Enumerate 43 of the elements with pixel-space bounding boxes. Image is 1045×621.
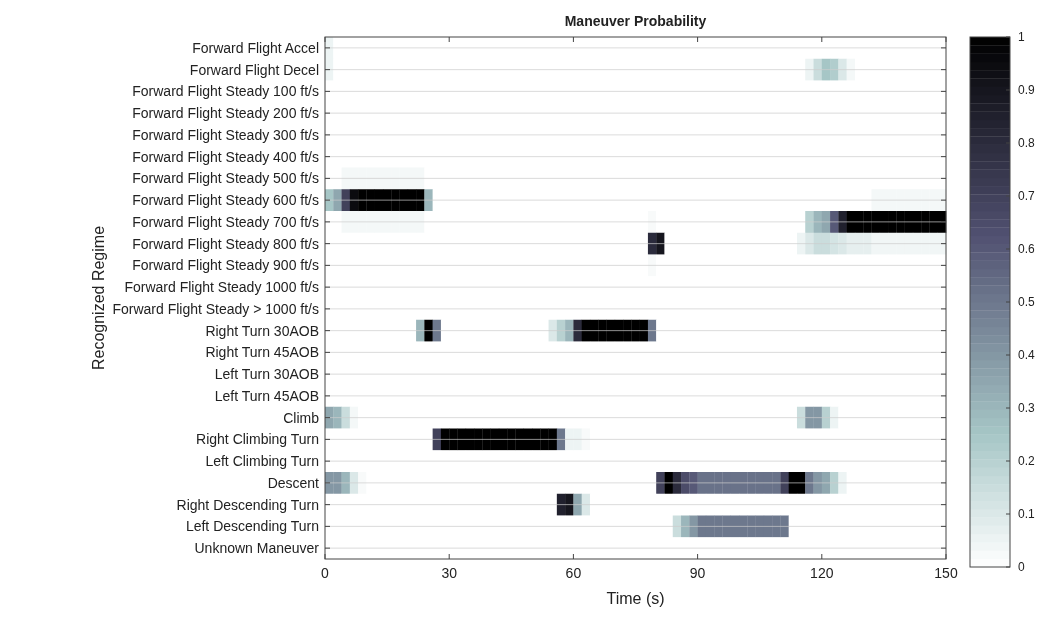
y-tick-label: Left Turn 30AOB (214, 366, 319, 383)
color-bar-label: 0.6 (1018, 242, 1036, 257)
y-tick-label: Forward Flight Steady 100 ft/s (132, 83, 319, 100)
color-bar-label: 0.7 (1018, 189, 1036, 204)
color-bar-label: 0.5 (1018, 295, 1036, 310)
y-tick-label: Forward Flight Steady 700 ft/s (132, 213, 319, 230)
y-tick-label: Forward Flight Steady > 1000 ft/s (112, 300, 319, 317)
color-bar-label: 1 (1018, 30, 1025, 45)
chart-title: Maneuver Probability (564, 13, 707, 29)
y-tick-label: Forward Flight Steady 500 ft/s (132, 170, 319, 187)
x-tick-label: 30 (441, 565, 458, 581)
color-bar-label: 0.3 (1018, 401, 1036, 416)
x-tick-label: 60 (565, 565, 582, 581)
color-bar-label: 0.2 (1018, 454, 1036, 469)
y-tick-label: Forward Flight Steady 800 ft/s (132, 235, 319, 252)
x-axis-title: Time (s) (606, 590, 665, 607)
y-tick-label: Right Descending Turn (176, 496, 319, 513)
y-tick-label: Forward Flight Decel (189, 61, 319, 78)
y-axis-title: Recognized Regime (90, 225, 107, 371)
y-tick-label: Right Turn 45AOB (205, 344, 319, 361)
x-tick-label: 150 (934, 565, 958, 581)
y-tick-label: Left Climbing Turn (205, 453, 319, 470)
color-bar-label: 0.9 (1018, 83, 1036, 98)
y-tick-label: Left Descending Turn (185, 518, 319, 535)
y-tick-label: Forward Flight Steady 200 ft/s (132, 105, 319, 122)
y-tick-label: Forward Flight Steady 600 ft/s (132, 192, 319, 209)
color-bar-label: 0.4 (1018, 348, 1036, 363)
y-tick-label: Climb (283, 409, 320, 426)
x-tick-label: 90 (689, 565, 706, 581)
color-bar-label: 0.1 (1018, 507, 1036, 522)
color-bar-label: 0.8 (1018, 136, 1036, 151)
y-tick-label: Unknown Maneuver (194, 540, 320, 557)
y-tick-label: Forward Flight Steady 400 ft/s (132, 148, 319, 165)
y-tick-label: Forward Flight Steady 1000 ft/s (124, 279, 319, 296)
y-tick-label: Forward Flight Steady 300 ft/s (132, 126, 319, 143)
y-tick-label: Forward Flight Accel (192, 39, 319, 56)
y-tick-label: Right Climbing Turn (196, 431, 319, 448)
x-tick-label: 120 (810, 565, 834, 581)
y-tick-label: Right Turn 30AOB (205, 322, 319, 339)
y-tick-label: Forward Flight Steady 900 ft/s (132, 257, 319, 274)
y-tick-label: Descent (267, 474, 320, 491)
x-tick-label: 0 (321, 565, 330, 581)
y-tick-label: Left Turn 45AOB (214, 387, 319, 404)
